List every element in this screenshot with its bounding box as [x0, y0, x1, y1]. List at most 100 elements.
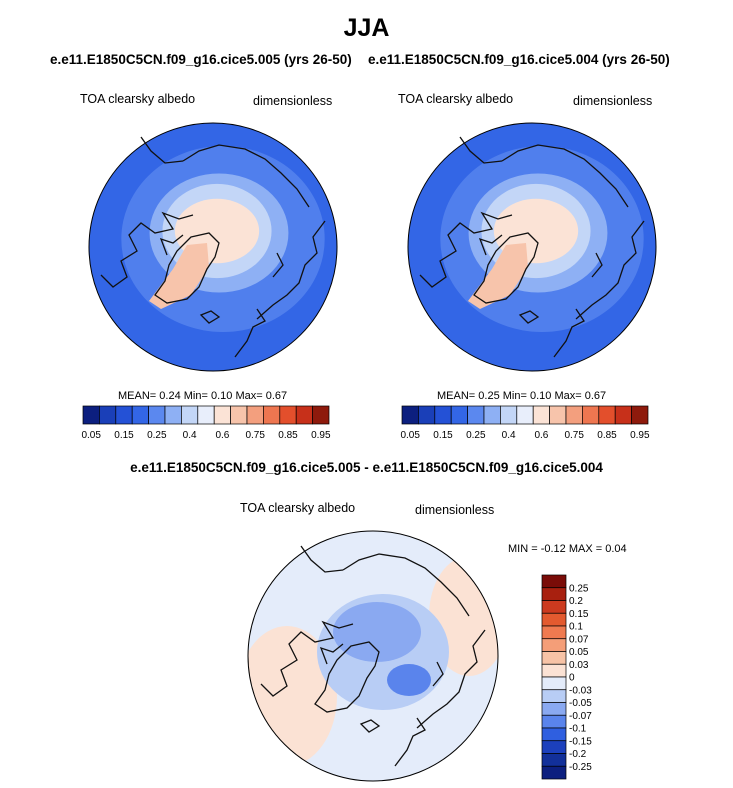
colorbar-box — [82, 405, 100, 425]
colorbar-box — [148, 405, 166, 425]
colorbar-tick-label: 0 — [569, 673, 575, 684]
colorbar-box — [541, 638, 567, 652]
colorbar-box — [230, 405, 248, 425]
panel2-units-label: dimensionless — [573, 94, 653, 108]
colorbar-box — [541, 689, 567, 703]
colorbar-box — [483, 405, 501, 425]
colorbar-tick-label: 0.6 — [215, 430, 229, 441]
colorbar-tick-label: 0.15 — [569, 609, 589, 620]
colorbar-box — [181, 405, 199, 425]
panel1-var-label: TOA clearsky albedo — [80, 92, 196, 106]
coastline-3 — [575, 220, 645, 320]
colorbar-tick-label: 0.75 — [564, 430, 584, 441]
panel2-stats: MEAN= 0.25 Min= 0.10 Max= 0.67 — [437, 390, 607, 402]
colorbar-box — [295, 405, 313, 425]
colorbar-tick-label: 0.4 — [183, 430, 197, 441]
colorbar-tick-label: -0.05 — [569, 698, 592, 709]
map-border — [407, 122, 657, 372]
negative-core — [387, 664, 431, 696]
colorbar-box — [467, 405, 485, 425]
coastline-8 — [199, 310, 221, 324]
panel2-mean: 0.25 — [478, 390, 500, 402]
colorbar-tick-label: 0.25 — [569, 583, 589, 594]
colorbar-tick-label: 0.6 — [534, 430, 548, 441]
colorbar-tick-label: 0.05 — [400, 430, 420, 441]
colorbar-box — [541, 651, 567, 665]
coastline-8 — [359, 719, 381, 733]
colorbar-box — [631, 405, 649, 425]
colorbar-tick-label: 0.05 — [569, 647, 589, 658]
colorbar-tick-label: 0.25 — [147, 430, 167, 441]
greenland-ice — [468, 243, 528, 309]
colorbar-tick-label: 0.07 — [569, 634, 589, 645]
colorbar-tick-label: 0.2 — [569, 596, 583, 607]
colorbar-tick-label: -0.03 — [569, 685, 592, 696]
coastline-6 — [140, 136, 184, 164]
page-title: JJA — [343, 14, 390, 42]
colorbar-box — [516, 405, 534, 425]
negative-mid — [333, 602, 421, 662]
colorbar-tick-label: 0.95 — [630, 430, 650, 441]
colorbar-box — [541, 676, 567, 691]
panel3-max: 0.04 — [605, 543, 627, 555]
colorbar-box — [115, 405, 133, 425]
colorbar-box — [434, 405, 452, 425]
panel3-var-label: TOA clearsky albedo — [240, 501, 356, 515]
colorbar-box — [541, 574, 567, 589]
colorbar-tick-label: 0.85 — [278, 430, 298, 441]
coastline-5 — [342, 553, 470, 617]
colorbar-box — [541, 714, 567, 729]
coastline-4 — [272, 252, 284, 278]
coastline-2 — [319, 643, 344, 665]
colorbar-box — [401, 405, 419, 425]
colorbar-box — [541, 612, 567, 627]
colorbar-box — [565, 405, 583, 425]
panel3-min: -0.12 — [540, 543, 566, 555]
colorbar-tick-label: 0.85 — [597, 430, 617, 441]
colorbar-tick-label: 0.4 — [502, 430, 516, 441]
colorbar-box — [541, 753, 567, 767]
colorbar-box — [541, 600, 567, 614]
colorbar-box — [541, 727, 567, 742]
colorbar-box — [598, 405, 616, 425]
colorbar-tick-label: 0.1 — [569, 622, 583, 633]
colorbar-tick-label: 0.75 — [245, 430, 265, 441]
colorbar-tick-label: 0.05 — [81, 430, 101, 441]
coastline-0 — [473, 232, 539, 304]
coastline-7 — [394, 717, 426, 767]
colorbar-tick-label: -0.15 — [569, 736, 592, 747]
colorbar-box — [99, 405, 117, 425]
coastline-7 — [234, 308, 266, 358]
panel1-max: 0.67 — [265, 390, 288, 402]
colorbar-box — [541, 702, 567, 716]
panel3-stats: MIN = -0.12 MAX = 0.04 — [508, 543, 627, 555]
subtitle-left: e.e11.E1850C5CN.f09_g16.cice5.005 (yrs 2… — [50, 52, 352, 67]
panel3-units-label: dimensionless — [415, 503, 495, 517]
colorbar-box — [549, 405, 567, 425]
colorbar-control: 0.05 0.15 0.25 0.4 0.6 0.75 0.85 0.95 — [81, 405, 331, 441]
coastline-0 — [154, 232, 220, 304]
colorbar-tick-label: 0.15 — [114, 430, 134, 441]
colorbar-tick-label: 0.95 — [311, 430, 331, 441]
coastline-1 — [419, 211, 513, 288]
panel1-stats: MEAN= 0.24 Min= 0.10 Max= 0.67 — [118, 390, 288, 402]
colorbar-box — [532, 405, 550, 425]
map-border — [88, 122, 338, 372]
colorbar-box — [279, 405, 297, 425]
coastline-6 — [300, 545, 344, 573]
colorbar-box — [450, 405, 468, 425]
map-panel-test — [407, 122, 657, 372]
panel1-mean: 0.24 — [159, 390, 181, 402]
colorbar-tick-label: 0.25 — [466, 430, 486, 441]
coastline-8 — [518, 310, 540, 324]
map-panel-difference — [247, 530, 499, 782]
colorbar-box — [541, 765, 567, 780]
panel2-min: 0.10 — [529, 390, 552, 402]
colorbar-tick-label: -0.07 — [569, 711, 592, 722]
colorbar-box — [263, 405, 281, 425]
colorbar-box — [197, 405, 215, 425]
colorbar-tick-label: -0.2 — [569, 749, 587, 760]
coastline-3 — [256, 220, 326, 320]
greenland-ice — [149, 243, 209, 309]
